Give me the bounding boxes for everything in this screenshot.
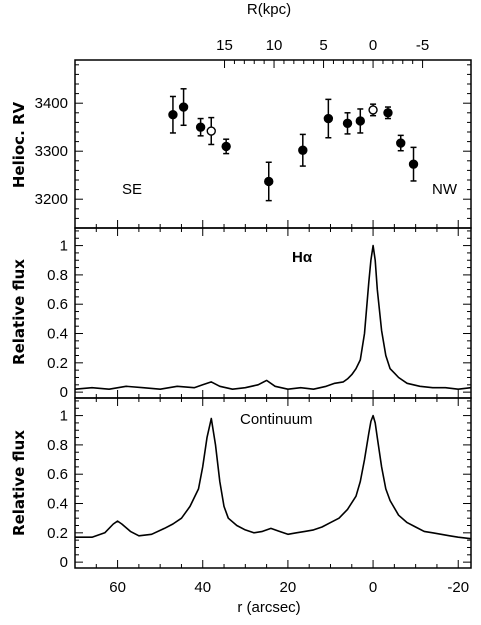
y-tick-label: 1 [60,408,68,425]
filled-marker [323,113,334,124]
kpc-tick-label: 5 [319,37,327,54]
velocity-point [298,133,308,167]
y-tick-label: 3200 [35,191,68,208]
velocity-point [355,108,365,134]
y-tick-label: 0 [60,384,68,401]
x-tick-label: 60 [109,579,126,596]
y-tick-label: 0.2 [47,355,68,372]
filled-marker [168,110,178,120]
filled-marker [383,108,393,118]
filled-marker [264,176,274,187]
y-tick-label: 3300 [35,143,68,160]
top-axis-label: R(kpc) [247,1,291,18]
filled-marker [396,138,406,148]
se-annotation: SE [122,181,142,198]
x-tick-label: 40 [194,579,211,596]
velocity-point [323,98,334,139]
filled-marker [221,141,231,152]
open-marker [368,105,378,115]
filled-marker [178,102,189,112]
filled-marker [195,122,206,132]
continuum-y-axis-title: Relative flux [10,430,28,536]
kpc-tick-label: 10 [266,37,283,54]
x-axis-label: r (arcsec) [237,599,300,616]
y-tick-label: 1 [60,238,68,255]
continuum-profile-line [75,414,472,540]
filled-marker [355,116,365,126]
kpc-tick-label: 0 [369,37,377,54]
filled-marker [408,159,419,169]
y-tick-label: 0.2 [47,525,68,542]
velocity-point [221,138,231,155]
x-tick-label: 0 [369,579,377,596]
filled-marker [342,118,353,129]
halpha-profile-line [74,244,472,390]
velocity-point [408,146,419,182]
y-tick-label: 0.4 [47,326,68,343]
velocity-point-open [206,116,216,146]
x-tick-label: 20 [280,579,297,596]
velocity-panel-frame [74,59,472,229]
y-tick-label: 0.4 [47,496,68,513]
velocity-y-axis-title: Helioc. RV [10,101,28,188]
y-tick-label: 0.8 [47,437,68,454]
continuum-panel-frame [74,397,472,569]
y-tick-label: 3400 [35,95,68,112]
data-layer [74,88,472,540]
kpc-tick-label: -5 [416,37,429,54]
y-tick-label: 0.8 [47,267,68,284]
velocity-point [342,112,353,135]
velocity-point-open [368,103,378,117]
velocity-point [195,117,206,137]
filled-marker [298,145,308,155]
x-tick-label: -20 [447,579,469,596]
y-tick-label: 0.6 [47,296,68,313]
continuum-annotation: Continuum [240,411,313,428]
open-marker [206,126,216,136]
velocity-point [168,95,178,134]
kpc-tick-label: 15 [216,37,233,54]
velocity-point [396,134,406,152]
halpha-panel-frame [74,227,472,399]
velocity-point [264,161,274,202]
halpha-y-axis-title: Relative flux [10,259,28,365]
velocity-point [383,106,393,120]
y-tick-label: 0.6 [47,466,68,483]
halpha-annotation: Hα [292,249,313,266]
nw-annotation: NW [432,181,458,198]
y-tick-label: 0 [60,554,68,571]
velocity-point [178,88,189,127]
